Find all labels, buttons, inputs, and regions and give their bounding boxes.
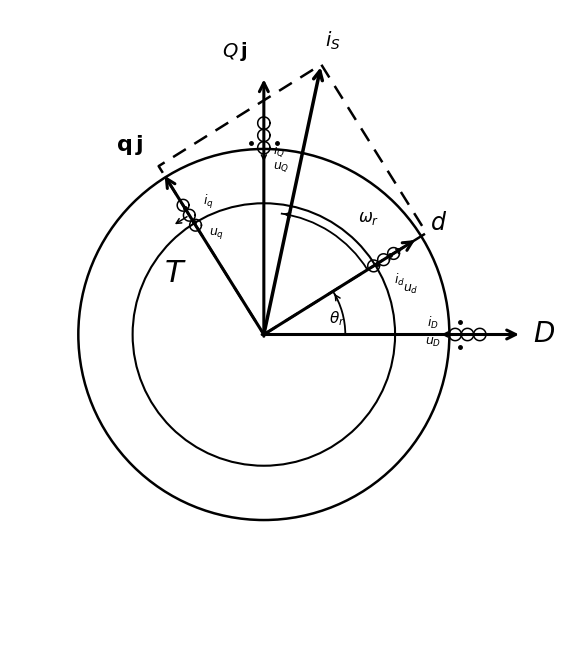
Text: $D$: $D$ [533,320,555,349]
Text: $u_q$: $u_q$ [210,226,225,241]
Text: $u_D$: $u_D$ [425,336,441,349]
Text: $Q\,\mathbf{j}$: $Q\,\mathbf{j}$ [222,40,247,63]
Text: $i_Q$: $i_Q$ [273,142,285,159]
Text: $\theta_r$: $\theta_r$ [329,309,346,328]
Text: $u_d$: $u_d$ [403,284,418,296]
Text: $i_d$: $i_d$ [394,272,405,288]
Text: $T$: $T$ [165,259,187,288]
Text: $u_Q$: $u_Q$ [273,161,289,175]
Text: $i_D$: $i_D$ [427,315,439,331]
Text: $i_S$: $i_S$ [325,29,340,52]
Text: $i_q$: $i_q$ [203,193,214,211]
Text: $\mathbf{q\,j}$: $\mathbf{q\,j}$ [116,133,143,157]
Text: $d$: $d$ [430,211,447,235]
Text: $\omega_r$: $\omega_r$ [358,209,379,227]
